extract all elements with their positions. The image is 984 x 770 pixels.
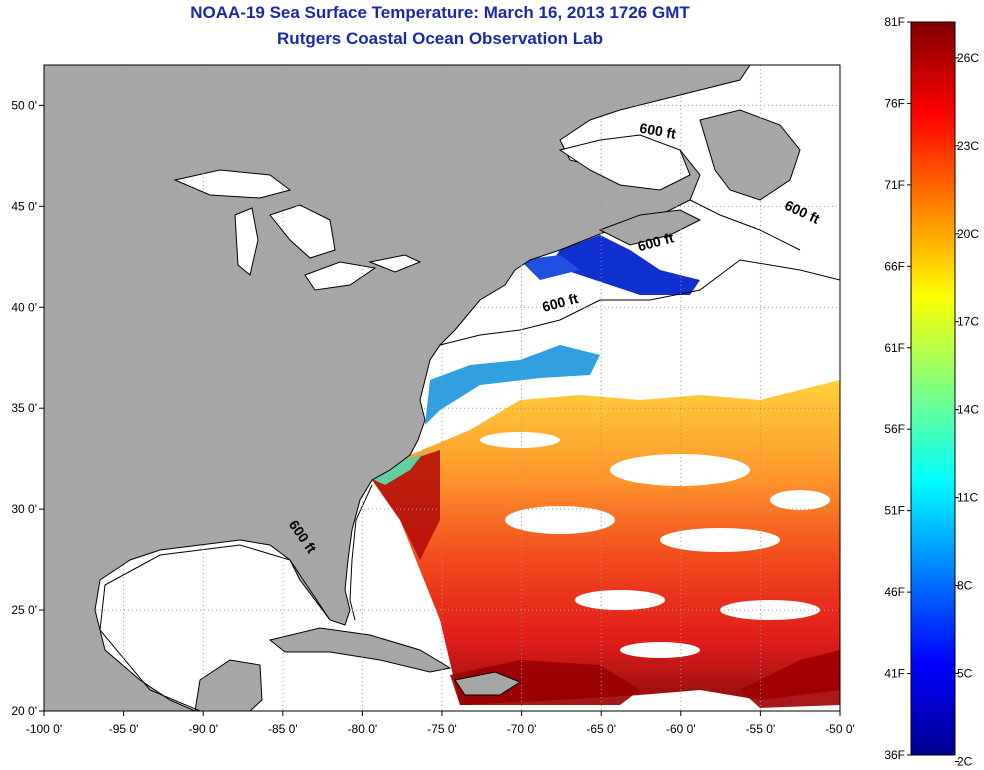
land-newfoundland: [699, 109, 801, 201]
lat-tick-label: 45 0': [11, 199, 37, 213]
colorbar-f-label: 36F: [884, 748, 905, 762]
latitude-axis: 50 0' 45 0' 40 0' 35 0' 30 0' 25 0' 20 0': [11, 98, 44, 718]
colorbar-c-label: 14C: [957, 403, 979, 417]
lat-tick-label: 20 0': [11, 704, 37, 718]
colorbar-f-label: 76F: [884, 96, 905, 110]
lat-tick-label: 30 0': [11, 502, 37, 516]
lat-tick-label: 35 0': [11, 401, 37, 415]
map-subtitle: Rutgers Coastal Ocean Observation Lab: [277, 29, 603, 48]
colorbar-fahrenheit-labels: 81F 76F 71F 66F 61F 56F 51F 46F 41F 36F: [884, 15, 911, 762]
colorbar-c-label: 11C: [957, 491, 978, 505]
land-hispaniola: [454, 671, 522, 696]
lon-tick-label: -55 0': [746, 722, 776, 736]
longitude-axis: -100 0' -95 0' -90 0' -85 0' -80 0' -75 0' -70…: [26, 711, 855, 736]
colorbar-f-label: 81F: [884, 15, 905, 29]
lon-tick-label: -95 0': [109, 722, 139, 736]
lon-tick-label: -90 0': [188, 722, 218, 736]
isobath-600ft: [99, 199, 840, 711]
colorbar: [910, 21, 956, 756]
lon-tick-label: -60 0': [666, 722, 696, 736]
lon-tick-label: -100 0': [26, 722, 62, 736]
lat-tick-label: 50 0': [11, 98, 37, 112]
contour-label: 600 ft: [638, 120, 677, 142]
colorbar-f-label: 56F: [884, 422, 905, 436]
sst-cold-scotian: [520, 255, 580, 280]
sst-cold-midatlantic: [425, 345, 600, 425]
graticule: [44, 65, 840, 711]
colorbar-celsius-labels: 26C 23C 20C 17C 14C 11C 8C 5C 2C: [955, 51, 979, 769]
land-yucatan: [194, 659, 263, 711]
colorbar-c-label: 23C: [957, 139, 979, 153]
lat-tick-label: 40 0': [11, 300, 37, 314]
lon-tick-label: -50 0': [825, 722, 855, 736]
colorbar-c-label: 20C: [957, 227, 979, 241]
lon-tick-label: -65 0': [586, 722, 616, 736]
colorbar-f-label: 46F: [884, 585, 905, 599]
land-nova-scotia: [598, 209, 702, 246]
lat-tick-label: 25 0': [11, 603, 37, 617]
colorbar-c-label: 17C: [957, 315, 979, 329]
colorbar-c-label: 5C: [957, 667, 973, 681]
colorbar-f-label: 71F: [884, 178, 905, 192]
great-lakes: [173, 169, 422, 291]
lon-tick-label: -75 0': [427, 722, 457, 736]
colorbar-f-label: 66F: [884, 259, 905, 273]
gulf-st-lawrence: [558, 134, 691, 191]
map-title: NOAA-19 Sea Surface Temperature: March 1…: [190, 3, 690, 22]
sst-cold-shelf: [370, 445, 430, 485]
lon-tick-label: -70 0': [507, 722, 537, 736]
lon-tick-label: -85 0': [268, 722, 298, 736]
land-cuba: [268, 627, 452, 673]
colorbar-f-label: 51F: [884, 504, 905, 518]
lon-tick-label: -80 0': [348, 722, 378, 736]
colorbar-c-label: 8C: [957, 579, 973, 593]
colorbar-f-label: 61F: [884, 341, 905, 355]
colorbar-c-label: 26C: [957, 51, 979, 65]
colorbar-c-label: 2C: [957, 755, 973, 769]
colorbar-f-label: 41F: [884, 667, 905, 681]
sst-cold-gulf-of-maine: [550, 235, 700, 295]
sst-warm-east: [740, 650, 840, 708]
cloud-mask: [480, 432, 830, 658]
